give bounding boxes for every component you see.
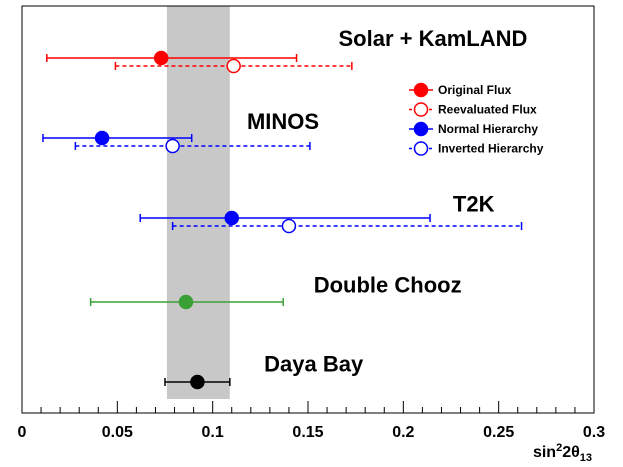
double-chooz-double-chooz-marker bbox=[178, 294, 194, 310]
label-minos: MINOS bbox=[247, 109, 319, 134]
band-layer bbox=[166, 6, 230, 399]
x-axis-label-main: sin bbox=[533, 444, 556, 461]
legend: Original Flux Reevaluated Flux Normal Hier… bbox=[409, 82, 544, 156]
reference-band bbox=[166, 6, 230, 399]
x-tick-label-0-1: 0.1 bbox=[202, 424, 224, 441]
legend-reevaluated-flux-label: Reevaluated Flux bbox=[438, 103, 537, 117]
minos-inverted-hierarchy-marker bbox=[165, 138, 180, 154]
x-tick-label-0-25: 0.25 bbox=[483, 424, 514, 441]
legend-normal-hierarchy-marker bbox=[413, 121, 429, 137]
t2k-normal-hierarchy-marker bbox=[224, 210, 239, 226]
solar-kamland-original-flux-marker bbox=[153, 50, 169, 66]
x-axis-ticks: 0 0.05 0.1 0.15 0.2 0.25 0.3 bbox=[18, 401, 605, 441]
experiment-labels: Solar + KamLAND MINOS T2K Double Chooz Daya … bbox=[247, 26, 527, 377]
legend-normal-hierarchy-label: Normal Hierarchy bbox=[438, 122, 538, 136]
x-axis-label-sub: 13 bbox=[580, 452, 592, 464]
legend-reevaluated-flux-marker bbox=[413, 102, 429, 117]
label-t2k: T2K bbox=[453, 192, 495, 217]
legend-inverted-hierarchy-label: Inverted Hierarchy bbox=[438, 142, 544, 156]
x-tick-label-0-05: 0.05 bbox=[102, 424, 133, 441]
x-axis-label: sin22θ13 bbox=[533, 442, 592, 464]
minos-normal-hierarchy-marker bbox=[94, 130, 110, 146]
x-axis-label-mid: 2θ bbox=[562, 444, 580, 461]
x-tick-label-0-3: 0.3 bbox=[583, 424, 605, 441]
legend-inverted-hierarchy-marker bbox=[413, 141, 429, 156]
x-tick-label-0: 0 bbox=[18, 424, 27, 441]
label-solar-kamland: Solar + KamLAND bbox=[339, 26, 528, 51]
x-tick-label-0-15: 0.15 bbox=[292, 424, 323, 441]
points-layer bbox=[42, 50, 523, 390]
t2k-inverted-hierarchy-marker bbox=[281, 218, 297, 234]
label-daya-bay: Daya Bay bbox=[264, 352, 364, 377]
x-axis-label-sup: 2 bbox=[556, 442, 562, 454]
label-double-chooz: Double Chooz bbox=[314, 272, 462, 297]
legend-original-flux-marker bbox=[413, 82, 429, 98]
solar-kamland-reevaluated-flux-marker bbox=[226, 58, 241, 74]
daya-bay-daya-bay-marker bbox=[190, 374, 205, 390]
legend-original-flux-label: Original Flux bbox=[438, 83, 512, 97]
x-tick-label-0-2: 0.2 bbox=[392, 424, 414, 441]
